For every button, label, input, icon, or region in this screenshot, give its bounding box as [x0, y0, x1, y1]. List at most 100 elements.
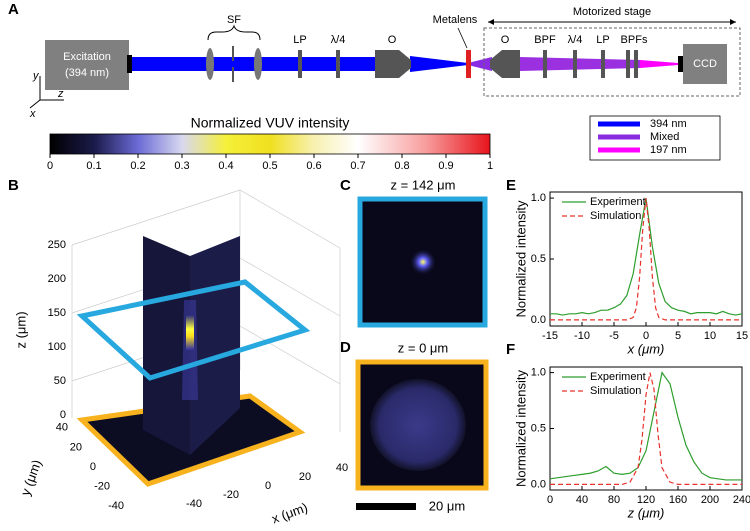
x-tick-label: 0 — [265, 480, 271, 492]
axis-glyph-label: x — [29, 108, 36, 120]
colorbar-tick-label: 0.8 — [394, 160, 409, 172]
metalens-pointer — [457, 27, 468, 49]
z-tick-label: 0 — [60, 409, 66, 421]
source-label: Excitation — [63, 51, 111, 63]
y-tick-label: 0 — [90, 461, 96, 473]
y-tick-label: 0.0 — [531, 314, 546, 326]
legend-label: Simulation — [590, 210, 641, 222]
x-tick-label: 80 — [608, 494, 620, 506]
ccd-label: CCD — [693, 58, 717, 70]
z-tick-label: 200 — [48, 273, 66, 285]
z-tick-label: 150 — [48, 307, 66, 319]
beam — [640, 60, 678, 68]
x-tick-label: 40 — [336, 462, 348, 474]
x-axis-label: z (μm) — [627, 505, 665, 520]
component-label: BPFs — [621, 34, 648, 46]
legend-label: Experiment — [590, 371, 646, 383]
series-line — [550, 198, 742, 321]
source-label: (394 nm) — [65, 67, 109, 79]
y-tick-label: 0.5 — [531, 253, 546, 265]
panel-label: E — [506, 177, 516, 194]
line-chart: 0 40 80 120 160 200 240 0.0 0.5 1.0 z (μm) Normaliz… — [513, 366, 750, 520]
scale-bar-label: 20 μm — [429, 498, 465, 513]
component-label: LP — [596, 34, 609, 46]
filter — [634, 50, 638, 78]
colorbar-tick-label: 0.3 — [174, 160, 189, 172]
x-tick-label: 160 — [669, 494, 687, 506]
y-axis-label: Normalized intensity — [513, 369, 528, 487]
x-tick-label: -10 — [574, 330, 590, 342]
focal-spot — [409, 248, 437, 276]
panel-a: A Excitation (394 nm) CCD SF LP λ/4 O O … — [8, 1, 741, 120]
slice-title: z = 0 μm — [398, 340, 448, 355]
z-axis-label: z (μm) — [13, 311, 28, 348]
colorbar-tick-label: 1 — [487, 160, 493, 172]
x-tick-label: -20 — [223, 489, 239, 501]
lens — [254, 48, 262, 80]
x-axis-label: x (μm) — [270, 500, 310, 526]
colorbar-scale — [49, 133, 491, 155]
metalens — [466, 50, 471, 78]
pinhole — [232, 46, 234, 61]
beam — [468, 57, 492, 71]
panel-label: C — [340, 177, 351, 194]
slice-z142 — [76, 279, 311, 381]
x-tick-label: 200 — [701, 494, 719, 506]
y-tick-label: -20 — [94, 481, 110, 493]
x-tick-label: 5 — [675, 330, 681, 342]
panel-b: B z (μm) y (μm) x (μm) 05010015020025040… — [8, 177, 348, 526]
y-tick-label: 0.0 — [531, 478, 546, 490]
legend-label: Simulation — [590, 385, 641, 397]
legend-label: Mixed — [650, 131, 679, 143]
slice-title: z = 142 μm — [391, 177, 456, 192]
component-label: BPF — [534, 34, 556, 46]
focus — [186, 315, 194, 350]
lens — [206, 48, 214, 80]
axes-glyph — [29, 76, 64, 109]
colorbar-tick-label: 0.7 — [350, 160, 365, 172]
z-tick-label: 50 — [54, 375, 66, 387]
y-axis-label: y (μm) — [18, 458, 45, 498]
x-tick-label: 120 — [637, 494, 655, 506]
beam — [410, 56, 468, 72]
y-axis-label: Normalized intensity — [513, 200, 528, 318]
x-tick-label: 10 — [704, 330, 716, 342]
y-tick-label: 1.0 — [531, 366, 546, 378]
pinhole — [232, 67, 234, 82]
polarizer — [601, 50, 605, 78]
source-box — [45, 40, 129, 90]
panel-label: B — [8, 177, 19, 194]
y-tick-label: 40 — [56, 422, 68, 434]
series-line — [550, 372, 742, 486]
plot-frame — [549, 191, 743, 327]
colorbar-title: Normalized VUV intensity — [191, 115, 350, 131]
objective — [375, 50, 411, 78]
legend-label: 394 nm — [650, 118, 687, 130]
panel-label: F — [506, 341, 515, 358]
y-tick-label: 0.5 — [531, 422, 546, 434]
colorbar-tick-label: 0.5 — [262, 160, 277, 172]
y-tick-label: 20 — [70, 441, 82, 453]
plot-frame — [549, 366, 743, 491]
line-chart: -15 -10 -5 0 5 10 15 0.0 0.5 1.0 x (μm) Normalized … — [513, 191, 748, 356]
x-tick-label: 0 — [643, 330, 649, 342]
x-tick-label: 40 — [576, 494, 588, 506]
component-label: O — [501, 34, 510, 46]
stage-label: Motorized stage — [573, 6, 651, 18]
colorbar-tick-label: 0.4 — [218, 160, 233, 172]
x-tick-label: -5 — [609, 330, 619, 342]
colorbar-tick-label: 0 — [47, 160, 53, 172]
x-tick-label: -40 — [186, 498, 202, 510]
filter — [543, 50, 547, 78]
x-tick-label: 240 — [733, 494, 750, 506]
colorbar-tick-label: 0.1 — [86, 160, 101, 172]
objective — [490, 50, 520, 78]
panel-c: C z = 142 μm — [340, 177, 488, 328]
slice-xz — [143, 236, 190, 455]
x-tick-label: 20 — [299, 471, 311, 483]
colorbar: Normalized VUV intensity 0 0.1 0.2 0.3 0.4 0.… — [47, 115, 493, 172]
axis-glyph-label: y — [32, 70, 40, 82]
series-line — [549, 371, 742, 481]
beam — [132, 57, 236, 71]
